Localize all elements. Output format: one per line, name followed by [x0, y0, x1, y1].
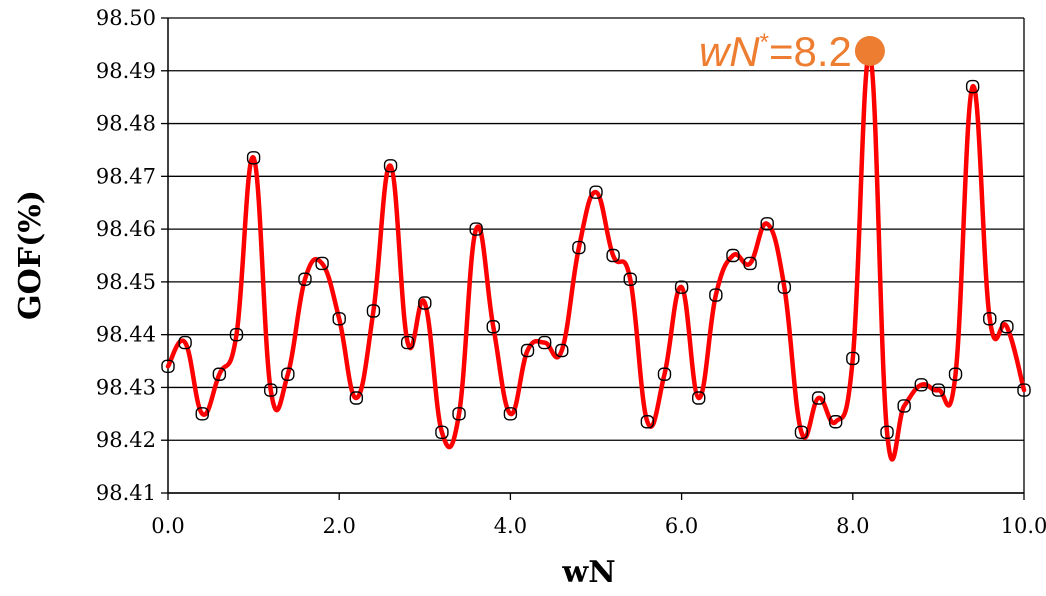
data-point: [520, 343, 535, 358]
data-point: [1017, 383, 1031, 397]
data-point-markers: [161, 48, 1031, 440]
data-point: [469, 222, 483, 236]
data-point: [743, 256, 757, 271]
x-axis-title: wN: [561, 555, 615, 590]
data-point: [726, 248, 740, 263]
data-point: [657, 367, 672, 381]
data-point: [366, 304, 381, 318]
data-point: [229, 327, 244, 342]
data-point: [315, 256, 329, 271]
data-point: [623, 272, 637, 286]
data-point: [640, 415, 655, 429]
y-tick-label-5: 98.46: [96, 217, 156, 241]
optimum-annotation-label: wN*=8.2: [699, 28, 852, 75]
y-tick-label-0: 98.41: [96, 481, 156, 505]
annotation-superscript: *: [760, 29, 769, 56]
gridlines: [168, 17, 1024, 494]
optimum-dot: [854, 35, 885, 66]
y-tick-label-6: 98.47: [96, 164, 156, 188]
data-point: [332, 312, 346, 326]
axes: [161, 17, 1025, 500]
data-point: [811, 391, 826, 405]
x-tick-label-5: 10.0: [1001, 514, 1046, 538]
data-point: [178, 335, 192, 350]
data-point: [264, 383, 278, 397]
data-point: [418, 296, 432, 310]
data-point: [555, 343, 569, 358]
data-point: [435, 425, 449, 440]
data-point: [246, 151, 261, 165]
data-point: [777, 280, 792, 294]
y-tick-label-1: 98.42: [96, 428, 156, 452]
data-point: [948, 367, 963, 381]
x-tick-labels: 0.0 2.0 4.0 6.0 8.0 10.0: [151, 514, 1046, 538]
optimum-annotation: wN*=8.2: [699, 28, 885, 75]
data-point: [281, 367, 295, 381]
data-point: [606, 248, 620, 263]
data-point: [298, 272, 312, 286]
data-point: [537, 335, 552, 350]
y-tick-label-9: 98.50: [96, 6, 156, 30]
data-point: [914, 378, 928, 392]
data-point: [589, 185, 603, 199]
data-point: [880, 425, 894, 440]
y-tick-labels: 98.41 98.42 98.43 98.44 98.45 98.46 98.47 98.48…: [96, 6, 156, 505]
data-point: [486, 320, 500, 334]
data-point: [452, 407, 466, 421]
annotation-italic-text: wN: [699, 28, 760, 75]
annotation-value-text: =8.2: [769, 28, 852, 75]
x-tick-label-0: 0.0: [151, 514, 184, 538]
data-point: [794, 425, 809, 440]
data-point: [965, 79, 980, 94]
data-point: [349, 391, 364, 405]
y-tick-label-7: 98.48: [96, 112, 156, 136]
data-point: [383, 159, 398, 173]
data-point: [846, 351, 860, 366]
data-point: [897, 399, 911, 413]
data-point: [760, 217, 774, 231]
y-tick-label-2: 98.43: [96, 375, 156, 399]
data-point: [161, 359, 175, 374]
data-point: [931, 383, 946, 397]
data-point: [1000, 320, 1014, 334]
y-axis-title: GOF(%): [13, 190, 48, 320]
y-tick-label-3: 98.44: [96, 323, 156, 347]
data-point: [692, 391, 706, 405]
series-line-0: [165, 52, 1027, 462]
data-point: [400, 335, 415, 350]
x-tick-label-4: 8.0: [836, 514, 869, 538]
data-point: [709, 288, 723, 302]
data-point: [195, 407, 209, 421]
data-point: [983, 312, 997, 326]
data-point: [572, 240, 586, 255]
y-tick-label-8: 98.49: [96, 59, 156, 83]
y-tick-label-4: 98.45: [96, 270, 156, 294]
x-tick-label-3: 6.0: [665, 514, 698, 538]
x-tick-label-2: 4.0: [494, 514, 527, 538]
series-group: [165, 52, 1027, 462]
data-point: [212, 367, 227, 381]
x-tick-label-1: 2.0: [322, 514, 355, 538]
data-point: [503, 407, 518, 421]
data-point: [828, 415, 843, 429]
data-point: [674, 280, 689, 294]
